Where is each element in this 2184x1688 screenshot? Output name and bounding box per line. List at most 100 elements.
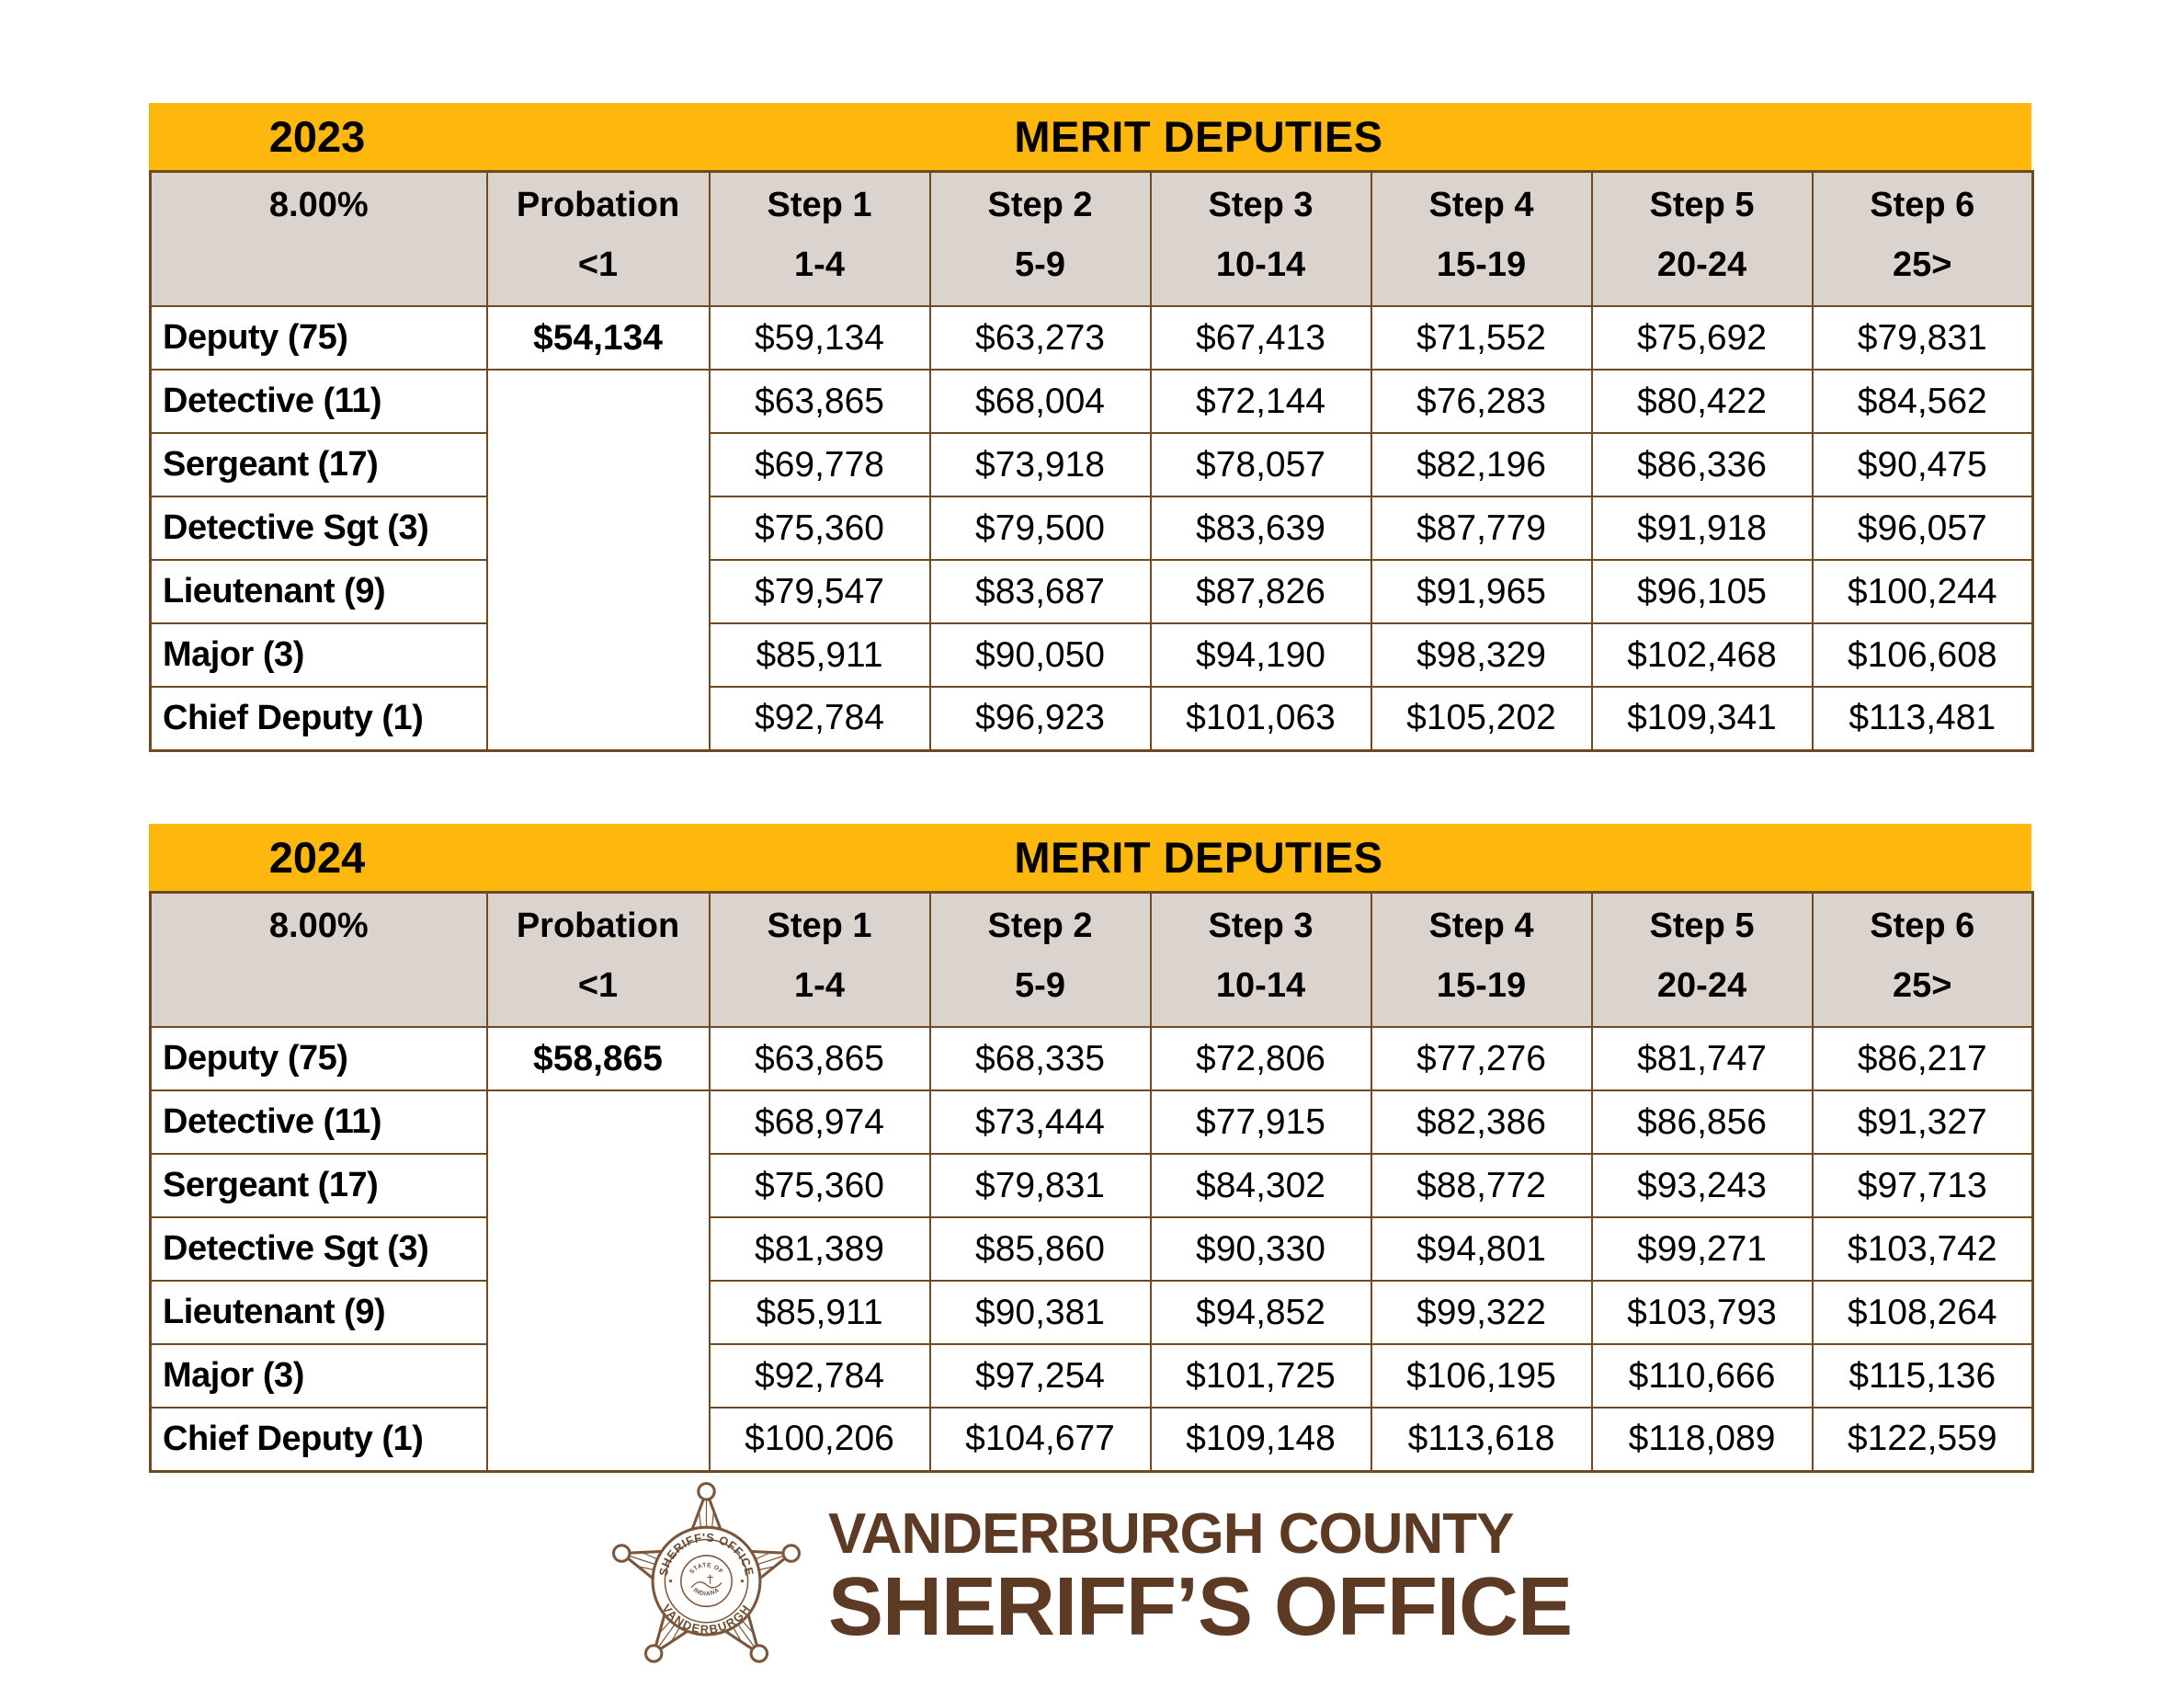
salary-table-2024: 2024 MERIT DEPUTIES 8.00% Probation <1 St… <box>149 824 2034 1473</box>
salary-cell: $59,134 <box>708 305 931 371</box>
salary-cell: $73,444 <box>928 1089 1152 1155</box>
salary-cell: $82,196 <box>1370 432 1593 497</box>
table-row: Major (3) $92,784 $97,254 $101,725 $106,… <box>149 1343 2034 1409</box>
salary-cell: $91,918 <box>1590 496 1814 561</box>
raise-percent-cell: 8.00% <box>149 170 488 307</box>
sheriff-badge-icon: SHERIFF'S OFFICE VANDERBURGH STATE OF IN… <box>611 1482 801 1663</box>
column-header-step4: Step 4 15-19 <box>1370 170 1593 307</box>
column-header-step1: Step 1 1-4 <box>708 170 931 307</box>
rank-cell: Chief Deputy (1) <box>149 1407 488 1472</box>
salary-cell: $73,918 <box>928 432 1152 497</box>
table-row: Detective Sgt (3) $75,360 $79,500 $83,63… <box>149 496 2034 561</box>
column-sublabel: 20-24 <box>1656 245 1747 284</box>
column-header-step2: Step 2 5-9 <box>928 891 1152 1028</box>
merged-empty-probation-cell <box>485 1089 711 1472</box>
badge-seal-text-bottom: INDIANA <box>692 1587 721 1597</box>
salary-cell: $79,547 <box>708 559 931 624</box>
column-label: Probation <box>516 186 680 224</box>
salary-cell: $94,190 <box>1149 622 1372 688</box>
salary-cell: $103,742 <box>1811 1216 2034 1282</box>
salary-cell: $84,562 <box>1811 369 2034 434</box>
svg-text:INDIANA: INDIANA <box>692 1587 721 1597</box>
column-sublabel: 20-24 <box>1656 966 1747 1005</box>
salary-cell: $94,801 <box>1370 1216 1593 1282</box>
salary-cell: $94,852 <box>1149 1280 1372 1345</box>
table-row: Sergeant (17) $69,778 $73,918 $78,057 $8… <box>149 432 2034 497</box>
rank-cell: Sergeant (17) <box>149 1153 488 1218</box>
rank-cell: Detective (11) <box>149 369 488 434</box>
column-label: Step 6 <box>1870 907 1975 945</box>
salary-cell: $96,105 <box>1590 559 1814 624</box>
rank-cell: Major (3) <box>149 622 488 688</box>
column-label: Step 3 <box>1208 907 1314 945</box>
salary-cell: $100,244 <box>1811 559 2034 624</box>
salary-cell: $102,468 <box>1590 622 1814 688</box>
salary-cell: $91,327 <box>1811 1089 2034 1155</box>
rank-cell: Major (3) <box>149 1343 488 1409</box>
column-header-step4: Step 4 15-19 <box>1370 891 1593 1028</box>
salary-cell: $77,276 <box>1370 1026 1593 1091</box>
salary-cell: $63,865 <box>708 369 931 434</box>
salary-cell: $90,050 <box>928 622 1152 688</box>
table-title: MERIT DEPUTIES <box>1014 833 1383 882</box>
title-band-2024: 2024 MERIT DEPUTIES <box>149 824 2031 891</box>
table-row: Deputy (75) $58,865 $63,865 $68,335 $72,… <box>149 1026 2034 1091</box>
salary-cell: $82,386 <box>1370 1089 1593 1155</box>
salary-cell: $63,273 <box>928 305 1152 371</box>
table-row: Detective (11) $63,865 $68,004 $72,144 $… <box>149 369 2034 751</box>
rank-cell: Deputy (75) <box>149 1026 488 1091</box>
salary-cell: $98,329 <box>1370 622 1593 688</box>
raise-percent: 8.00% <box>268 186 369 224</box>
column-header-probation: Probation <1 <box>485 891 711 1028</box>
salary-cell: $81,389 <box>708 1216 931 1282</box>
salary-cell: $113,481 <box>1811 686 2034 751</box>
column-label: Step 4 <box>1428 907 1534 945</box>
salary-cell: $83,639 <box>1149 496 1372 561</box>
column-sublabel: 5-9 <box>1015 245 1065 284</box>
salary-cell: $108,264 <box>1811 1280 2034 1345</box>
rank-cell: Chief Deputy (1) <box>149 686 488 751</box>
salary-cell: $86,856 <box>1590 1089 1814 1155</box>
salary-cell: $68,335 <box>928 1026 1152 1091</box>
column-sublabel: 15-19 <box>1436 245 1527 284</box>
salary-grid-2023: 8.00% Probation <1 Step 1 1-4 Step 2 5-9 St… <box>149 170 2034 752</box>
table-year: 2023 <box>268 112 366 161</box>
probation-salary-cell: $58,865 <box>485 1026 711 1091</box>
column-label: Step 5 <box>1649 907 1755 945</box>
salary-cell: $109,341 <box>1590 686 1814 751</box>
salary-cell: $99,271 <box>1590 1216 1814 1282</box>
salary-cell: $67,413 <box>1149 305 1372 371</box>
raise-percent-cell: 8.00% <box>149 891 488 1028</box>
column-sublabel: 5-9 <box>1015 966 1065 1005</box>
column-sublabel: 10-14 <box>1215 245 1306 284</box>
salary-cell: $75,692 <box>1590 305 1814 371</box>
column-sublabel: 1-4 <box>794 245 845 284</box>
raise-percent: 8.00% <box>268 907 369 945</box>
salary-cell: $99,322 <box>1370 1280 1593 1345</box>
salary-cell: $85,911 <box>708 1280 931 1345</box>
salary-cell: $118,089 <box>1590 1407 1814 1472</box>
table-row: Detective Sgt (3) $81,389 $85,860 $90,33… <box>149 1216 2034 1282</box>
org-name-block: VANDERBURGH COUNTY SHERIFF’S OFFICE <box>827 1503 1573 1653</box>
column-label: Step 5 <box>1649 186 1755 224</box>
rank-cell: Deputy (75) <box>149 305 488 371</box>
org-name-line2: SHERIFF’S OFFICE <box>827 1560 1573 1653</box>
salary-cell: $79,831 <box>1811 305 2034 371</box>
column-sublabel: 25> <box>1893 245 1952 284</box>
table-row: Chief Deputy (1) $92,784 $96,923 $101,06… <box>149 686 2034 751</box>
salary-cell: $84,302 <box>1149 1153 1372 1218</box>
salary-cell: $68,974 <box>708 1089 931 1155</box>
rank-cell: Lieutenant (9) <box>149 1280 488 1345</box>
column-header-step2: Step 2 5-9 <box>928 170 1152 307</box>
salary-cell: $92,784 <box>708 1343 931 1409</box>
salary-cell: $79,831 <box>928 1153 1152 1218</box>
salary-cell: $96,923 <box>928 686 1152 751</box>
salary-cell: $109,148 <box>1149 1407 1372 1472</box>
salary-cell: $85,911 <box>708 622 931 688</box>
table-title: MERIT DEPUTIES <box>1014 112 1383 161</box>
salary-cell: $113,618 <box>1370 1407 1593 1472</box>
column-header-step5: Step 5 20-24 <box>1590 891 1814 1028</box>
salary-cell: $81,747 <box>1590 1026 1814 1091</box>
salary-cell: $75,360 <box>708 1153 931 1218</box>
salary-cell: $90,475 <box>1811 432 2034 497</box>
